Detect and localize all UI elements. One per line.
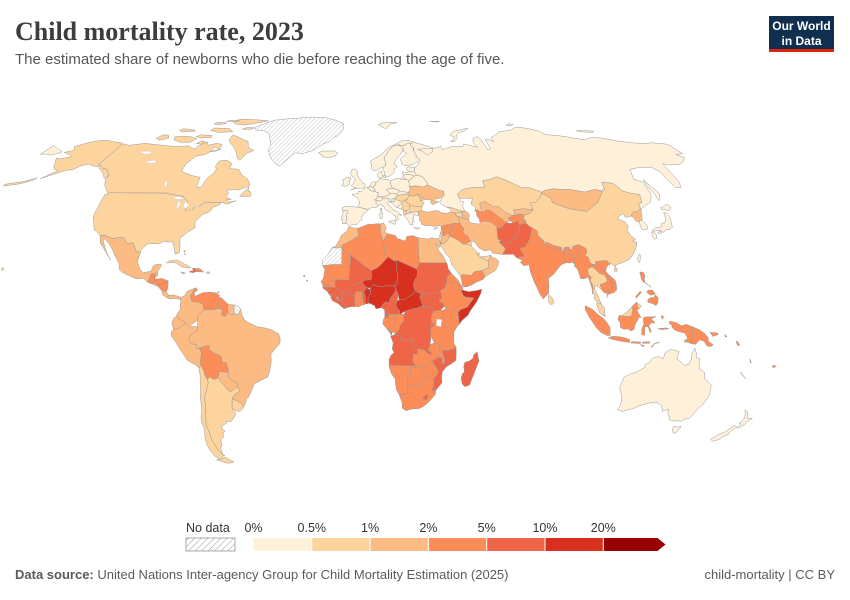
svg-text:0.5%: 0.5% <box>298 521 327 535</box>
svg-text:2%: 2% <box>419 521 437 535</box>
svg-text:20%: 20% <box>591 521 616 535</box>
svg-text:5%: 5% <box>478 521 496 535</box>
svg-text:1%: 1% <box>361 521 379 535</box>
svg-text:No data: No data <box>186 521 230 535</box>
svg-text:0%: 0% <box>244 521 262 535</box>
svg-text:10%: 10% <box>532 521 557 535</box>
